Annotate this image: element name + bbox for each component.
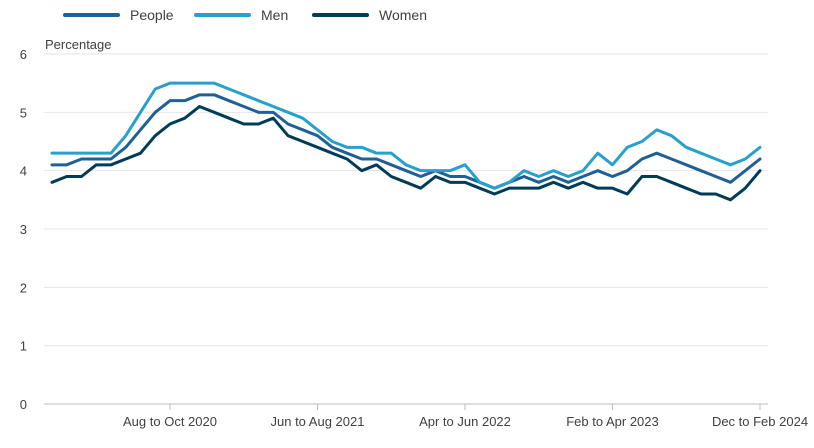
y-tick-label-5: 5 <box>20 105 27 120</box>
legend-label-men: Men <box>261 7 288 23</box>
y-tick-label-3: 3 <box>20 222 27 237</box>
series-line-women <box>50 105 762 202</box>
x-tick-label: Feb to Apr 2023 <box>566 414 659 429</box>
legend-label-women: Women <box>379 7 427 23</box>
x-tick-label: Apr to Jun 2022 <box>419 414 511 429</box>
gridlines <box>44 53 768 405</box>
series-line-men <box>50 81 762 190</box>
y-tick-label-0: 0 <box>20 397 27 412</box>
y-tick-label-1: 1 <box>20 339 27 354</box>
legend-label-people: People <box>130 7 174 23</box>
y-tick-label-6: 6 <box>20 47 27 62</box>
series-line-people <box>50 93 762 190</box>
y-axis-label: Percentage <box>45 37 112 52</box>
x-axis: Aug to Oct 2020 Jun to Aug 2021 Apr to Jun… <box>123 404 808 429</box>
y-tick-label-2: 2 <box>20 280 27 295</box>
x-tick-label: Dec to Feb 2024 <box>712 414 808 429</box>
y-tick-label-4: 4 <box>20 164 27 179</box>
x-tick-label: Aug to Oct 2020 <box>123 414 217 429</box>
legend: People Men Women <box>63 7 427 23</box>
series-lines <box>50 81 762 202</box>
y-axis-ticks: 0 1 2 3 4 5 6 <box>20 47 27 412</box>
x-tick-label: Jun to Aug 2021 <box>271 414 365 429</box>
